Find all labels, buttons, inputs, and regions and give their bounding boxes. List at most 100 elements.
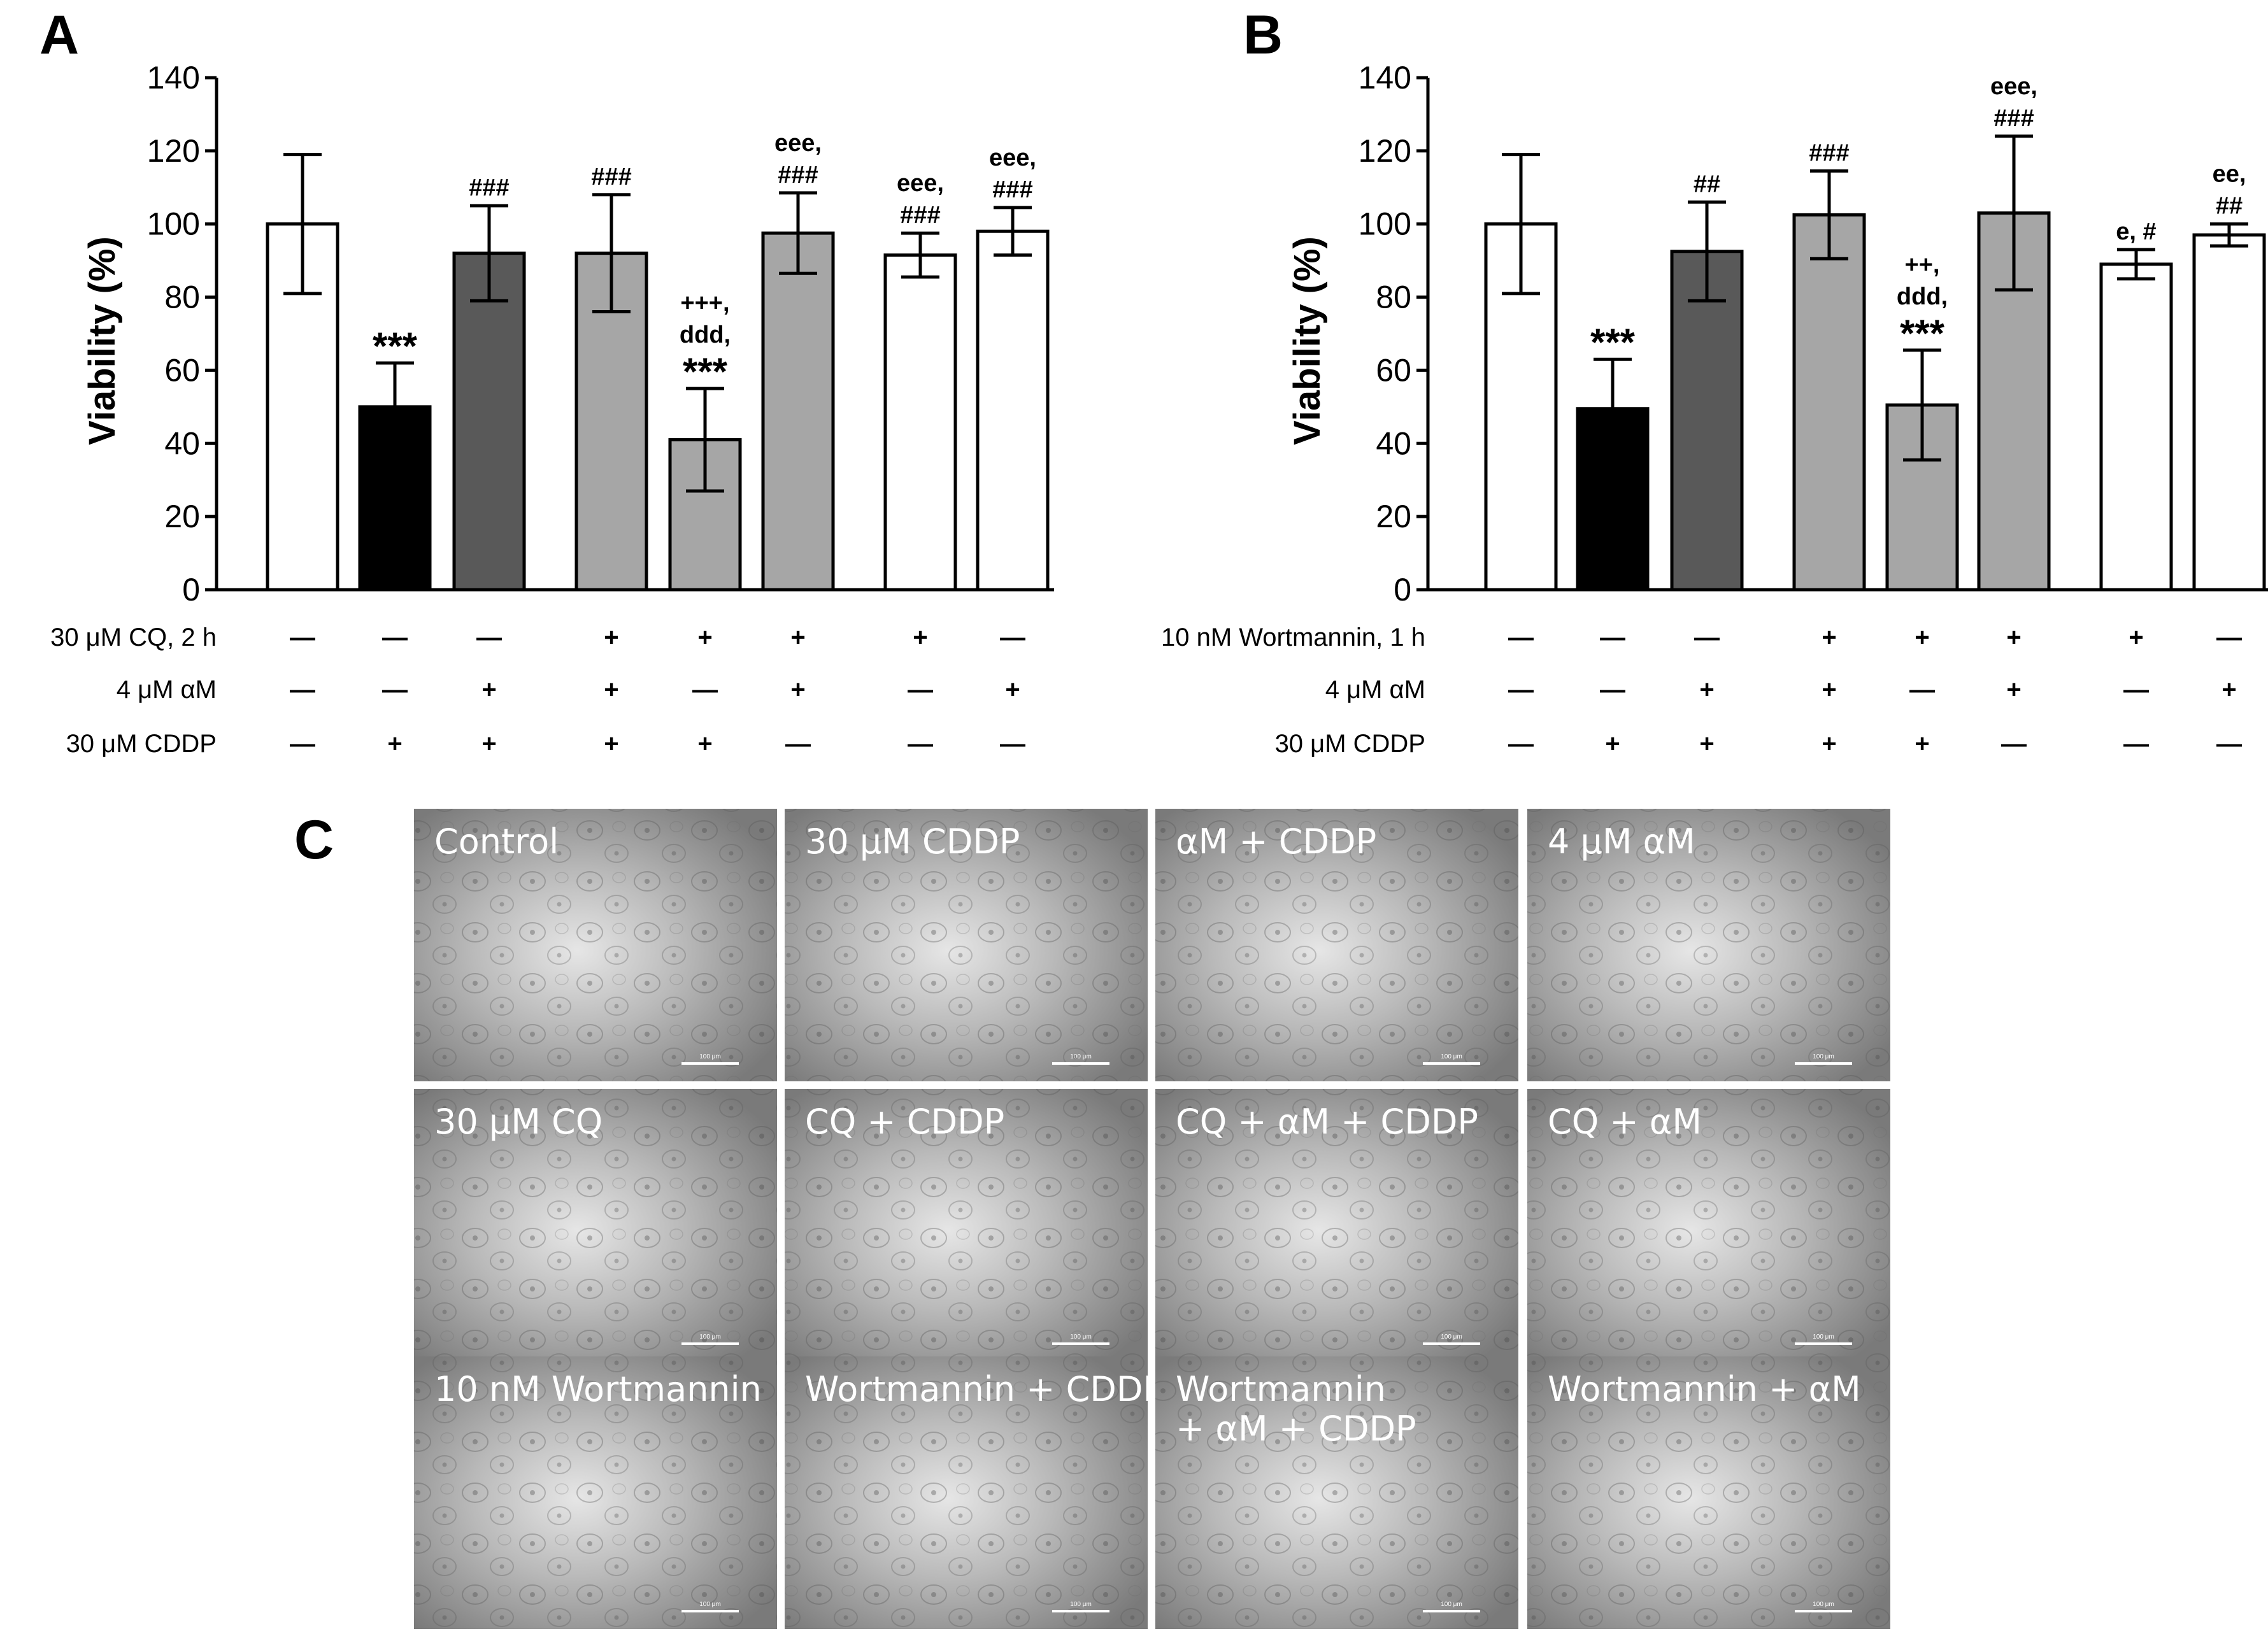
treatment-sign: — [692, 676, 718, 704]
micrograph-cells [414, 1089, 777, 1362]
treatment-sign: + [1822, 730, 1836, 758]
y-tick-label: 40 [1376, 425, 1411, 461]
micrograph-label: Control [434, 822, 559, 862]
treatment-sign: + [913, 623, 927, 651]
treatment-sign: + [1822, 676, 1836, 704]
significance-label: +++, [680, 290, 729, 317]
treatment-sign: + [1699, 730, 1714, 758]
micrograph-cells [785, 809, 1148, 1081]
significance-label: ### [591, 164, 631, 190]
treatment-sign: + [481, 730, 496, 758]
significance-label: ### [1809, 139, 1849, 166]
treatment-sign: — [382, 623, 408, 651]
treatment-sign: — [2216, 730, 2242, 758]
treatment-sign: + [1822, 623, 1836, 651]
y-tick-label: 40 [164, 425, 200, 461]
scale-bar-label: 100 μm [1441, 1053, 1462, 1060]
significance-label: eee, [897, 170, 944, 197]
treatment-sign: — [290, 676, 315, 704]
treatment-sign: + [1915, 623, 1929, 651]
treatment-label: 30 μM CQ, 2 h [50, 623, 217, 651]
treatment-sign: + [2006, 623, 2021, 651]
y-tick-label: 0 [1394, 572, 1411, 608]
significance-label: ddd, [680, 322, 731, 348]
treatment-sign: — [1508, 676, 1534, 704]
bar [452, 252, 526, 592]
y-tick-label: 80 [1376, 280, 1411, 315]
treatment-sign: — [290, 623, 315, 651]
bar [1792, 213, 1866, 592]
treatment-label: 30 μM CDDP [66, 730, 217, 758]
treatment-sign: + [697, 623, 712, 651]
treatment-sign: + [1005, 676, 1020, 704]
treatment-sign: + [387, 730, 402, 758]
treatment-sign: — [1694, 623, 1720, 651]
treatment-sign: — [1000, 730, 1025, 758]
significance-label: ## [2216, 193, 2243, 220]
bar [1977, 211, 2051, 592]
significance-label: *** [1590, 321, 1636, 364]
y-axis-a: 0 20 40 60 80 100 120 140 [147, 60, 1054, 608]
scale-bar-label: 100 μm [1441, 1601, 1462, 1608]
treatment-sign: — [1000, 623, 1025, 651]
micrograph: 30 μM CDDP 100 μm [785, 809, 1148, 1081]
significance-label: eee, [1990, 73, 2037, 100]
treatment-sign: + [790, 676, 805, 704]
panel-letter-c: C [294, 809, 334, 871]
treatment-sign: + [2222, 676, 2236, 704]
treatment-sign: — [1909, 676, 1935, 704]
significance-label: ### [992, 176, 1032, 203]
treatment-sign: + [1915, 730, 1929, 758]
panel-letter-a: A [39, 4, 79, 66]
y-tick-label: 20 [1376, 499, 1411, 534]
bar [761, 231, 835, 592]
micrograph-label: CQ + CDDP [805, 1102, 1004, 1142]
treatment-sign: — [1600, 676, 1625, 704]
y-tick-label: 60 [1376, 352, 1411, 388]
panel-letter-b: B [1243, 4, 1283, 66]
panel-b: B Viability (%) 0 20 40 60 80 100 120 140 *** ##… [1161, 4, 2268, 758]
bar [1885, 403, 1959, 592]
y-tick-label: 60 [164, 352, 200, 388]
bar [2192, 233, 2266, 592]
micrograph-label: CQ + αM + CDDP [1176, 1102, 1478, 1142]
treatment-sign: + [604, 730, 618, 758]
significance-label: ee, [2213, 161, 2246, 188]
micrograph-cells [1527, 1356, 1890, 1629]
treatment-sign: — [1600, 623, 1625, 651]
micrograph-cells [1155, 809, 1518, 1081]
scale-bar-label: 100 μm [1070, 1334, 1092, 1341]
treatment-label: 4 μM αM [117, 676, 217, 704]
micrograph: 30 μM CQ 100 μm [414, 1089, 777, 1362]
significance-label: e, # [2116, 218, 2156, 245]
scale-bar-label: 100 μm [1813, 1334, 1834, 1341]
y-tick-label: 120 [1359, 133, 1411, 169]
scale-bar-label: 100 μm [1070, 1601, 1092, 1608]
treatment-rows-b: 10 nM Wortmannin, 1 h — — — + + + + — 4 μM αM — — + +… [1161, 623, 2242, 758]
micrograph-cells [414, 1356, 777, 1629]
treatment-sign: — [785, 730, 811, 758]
y-tick-label: 140 [1359, 60, 1411, 96]
micrograph-cells [1527, 1089, 1890, 1362]
treatment-sign: + [1605, 730, 1620, 758]
micrograph-label: CQ + αM [1548, 1102, 1702, 1142]
micrograph-label: Wortmannin + αM [1548, 1369, 1861, 1409]
treatment-sign: — [2123, 730, 2149, 758]
micrograph-label: αM + CDDP [1176, 822, 1376, 862]
treatment-sign: + [604, 676, 618, 704]
treatment-sign: + [2129, 623, 2143, 651]
scale-bar-label: 100 μm [1813, 1601, 1834, 1608]
panel-a: A Viability (%) 0 20 40 60 80 100 120 140 *** ##… [39, 4, 1054, 758]
treatment-sign: + [697, 730, 712, 758]
scale-bar-label: 100 μm [699, 1053, 721, 1060]
significance-label: ## [1694, 171, 1720, 197]
treatment-sign: — [2001, 730, 2027, 758]
scale-bar-label: 100 μm [1441, 1334, 1462, 1341]
micrograph-label: + αM + CDDP [1176, 1409, 1416, 1449]
treatment-sign: + [1699, 676, 1714, 704]
micrograph-label: Wortmannin [1176, 1369, 1386, 1409]
scale-bar-label: 100 μm [699, 1601, 721, 1608]
treatment-sign: — [908, 676, 933, 704]
micrograph: 4 μM αM 100 μm [1527, 809, 1890, 1081]
